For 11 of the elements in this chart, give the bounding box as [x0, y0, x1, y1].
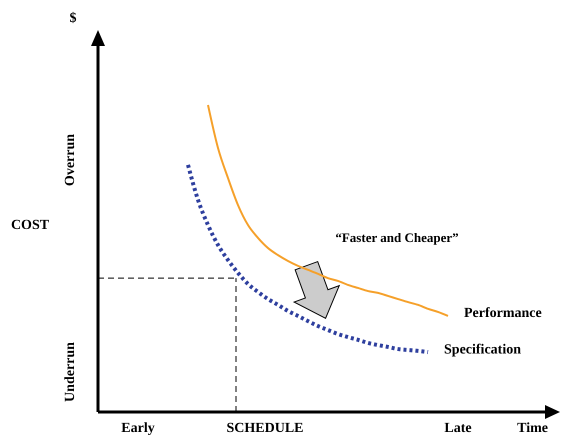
x-tick-label: Early: [121, 421, 155, 436]
text: Time: [517, 421, 548, 436]
series-label: Specification: [444, 342, 522, 358]
series-label: Performance: [464, 306, 542, 322]
x-axis-title: SCHEDULE: [226, 421, 304, 436]
text: Overrun: [63, 134, 78, 186]
y-axis-title: COST: [10, 218, 50, 233]
annotation: “Faster and Cheaper”: [335, 230, 459, 245]
text: $: [70, 11, 76, 26]
x-tick-label: Late: [444, 421, 472, 436]
text: Underrun: [63, 342, 78, 402]
